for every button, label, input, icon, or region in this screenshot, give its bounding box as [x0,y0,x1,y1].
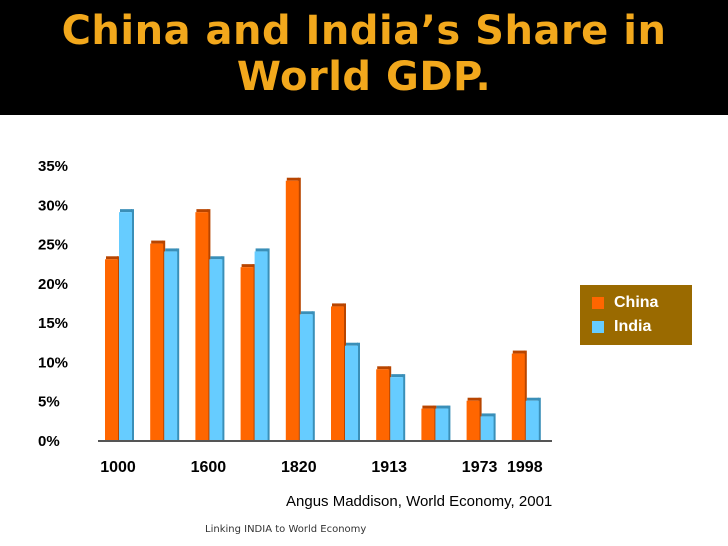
bar-china-side [297,177,301,440]
bar-india-top [300,311,313,315]
bar-india-side [176,248,180,440]
bar-china [285,180,299,440]
bar-india-side [221,256,225,440]
bar-india [164,251,178,440]
bar-china-side [343,303,346,440]
bar-china-side [207,209,211,440]
bar-china [376,369,390,440]
bar-india-top [481,413,494,417]
slide-body: 0% 5% 10% 15% 20% 25% 30% 35% 1000 1600 1820 1913 1… [0,115,728,546]
bar-china [511,353,525,440]
source-citation: Angus Maddison, World Economy, 2001 [286,493,553,510]
bar-china-side [523,350,527,440]
x-tick-label: 1600 [191,459,227,476]
bar-china-top [377,366,390,370]
y-tick-label: 20% [38,276,68,293]
x-tick-label: 1820 [281,459,317,476]
bar-india [254,251,268,440]
bar-india [119,212,132,440]
legend-item-india: India [592,317,651,337]
bar-india-top [391,374,404,378]
bar-china [421,408,435,440]
bar-india-top [436,405,449,409]
bar-china-top [151,240,164,244]
slide-footer: Linking INDIA to World Economy [205,524,367,535]
bar-india-top [165,248,178,252]
x-tick-label: 1913 [371,459,407,476]
y-tick-label: 30% [38,197,68,214]
bar-china-side [252,264,256,440]
bar-india-side [447,405,451,440]
bar-china [195,212,209,440]
bar-china-side [388,366,392,440]
bar-india-top [120,209,132,213]
legend-swatch-india [592,321,604,333]
x-tick-label: 1000 [100,459,136,476]
bar-india [299,314,313,440]
bar-china-top [512,350,525,354]
bar-india [209,259,223,440]
legend-label-china: China [614,294,659,311]
y-tick-label: 35% [38,158,68,175]
bar-india-side [311,311,315,440]
bar-china-top [422,405,435,409]
title-bar: China and India’s Share in World GDP. [0,0,728,115]
legend-item-china: China [592,293,658,313]
x-tick-label: 1973 [462,459,498,476]
bar-china [240,267,254,440]
bar-india-side [402,374,406,440]
bar-china-side [478,397,482,440]
bar-china-top [332,303,344,307]
y-tick-label: 25% [38,237,68,254]
bar-india-side [131,209,134,440]
x-tick-label: 1998 [507,459,543,476]
bar-china-side [162,240,166,440]
legend-swatch-china [592,297,604,309]
slide-title: China and India’s Share in World GDP. [61,8,667,100]
bar-india [435,408,449,440]
bar-india [525,400,539,440]
bar-india [345,345,358,440]
bar-china [331,306,344,440]
bar-india [390,377,404,440]
bar-china-side [433,405,437,440]
bar-china [105,259,118,440]
y-tick-label: 5% [38,394,60,411]
chart-legend: China India [580,285,692,345]
bar-china [466,400,480,440]
bar-india-side [266,248,270,440]
bar-india-top [210,256,223,260]
bar-china-top [106,256,118,260]
bar-china-side [117,256,120,440]
y-tick-label: 15% [38,315,68,332]
bar-china-top [196,209,209,213]
bar-china-top [286,177,299,181]
bar-chart: 0% 5% 10% 15% 20% 25% 30% 35% 1000 1600 1820 1913 1… [38,158,552,476]
y-tick-label: 10% [38,354,68,371]
bar-india-side [492,413,496,440]
bar-india-top [346,342,358,346]
legend-label-india: India [614,318,652,335]
bar-india [480,416,494,440]
bar-china-top [467,397,480,401]
bar-china-top [241,264,254,268]
bar-india-top [255,248,268,252]
bar-india-side [357,342,360,440]
bar-china [150,243,164,440]
bar-india-side [537,397,541,440]
y-tick-label: 0% [38,433,60,450]
bar-india-top [526,397,539,401]
